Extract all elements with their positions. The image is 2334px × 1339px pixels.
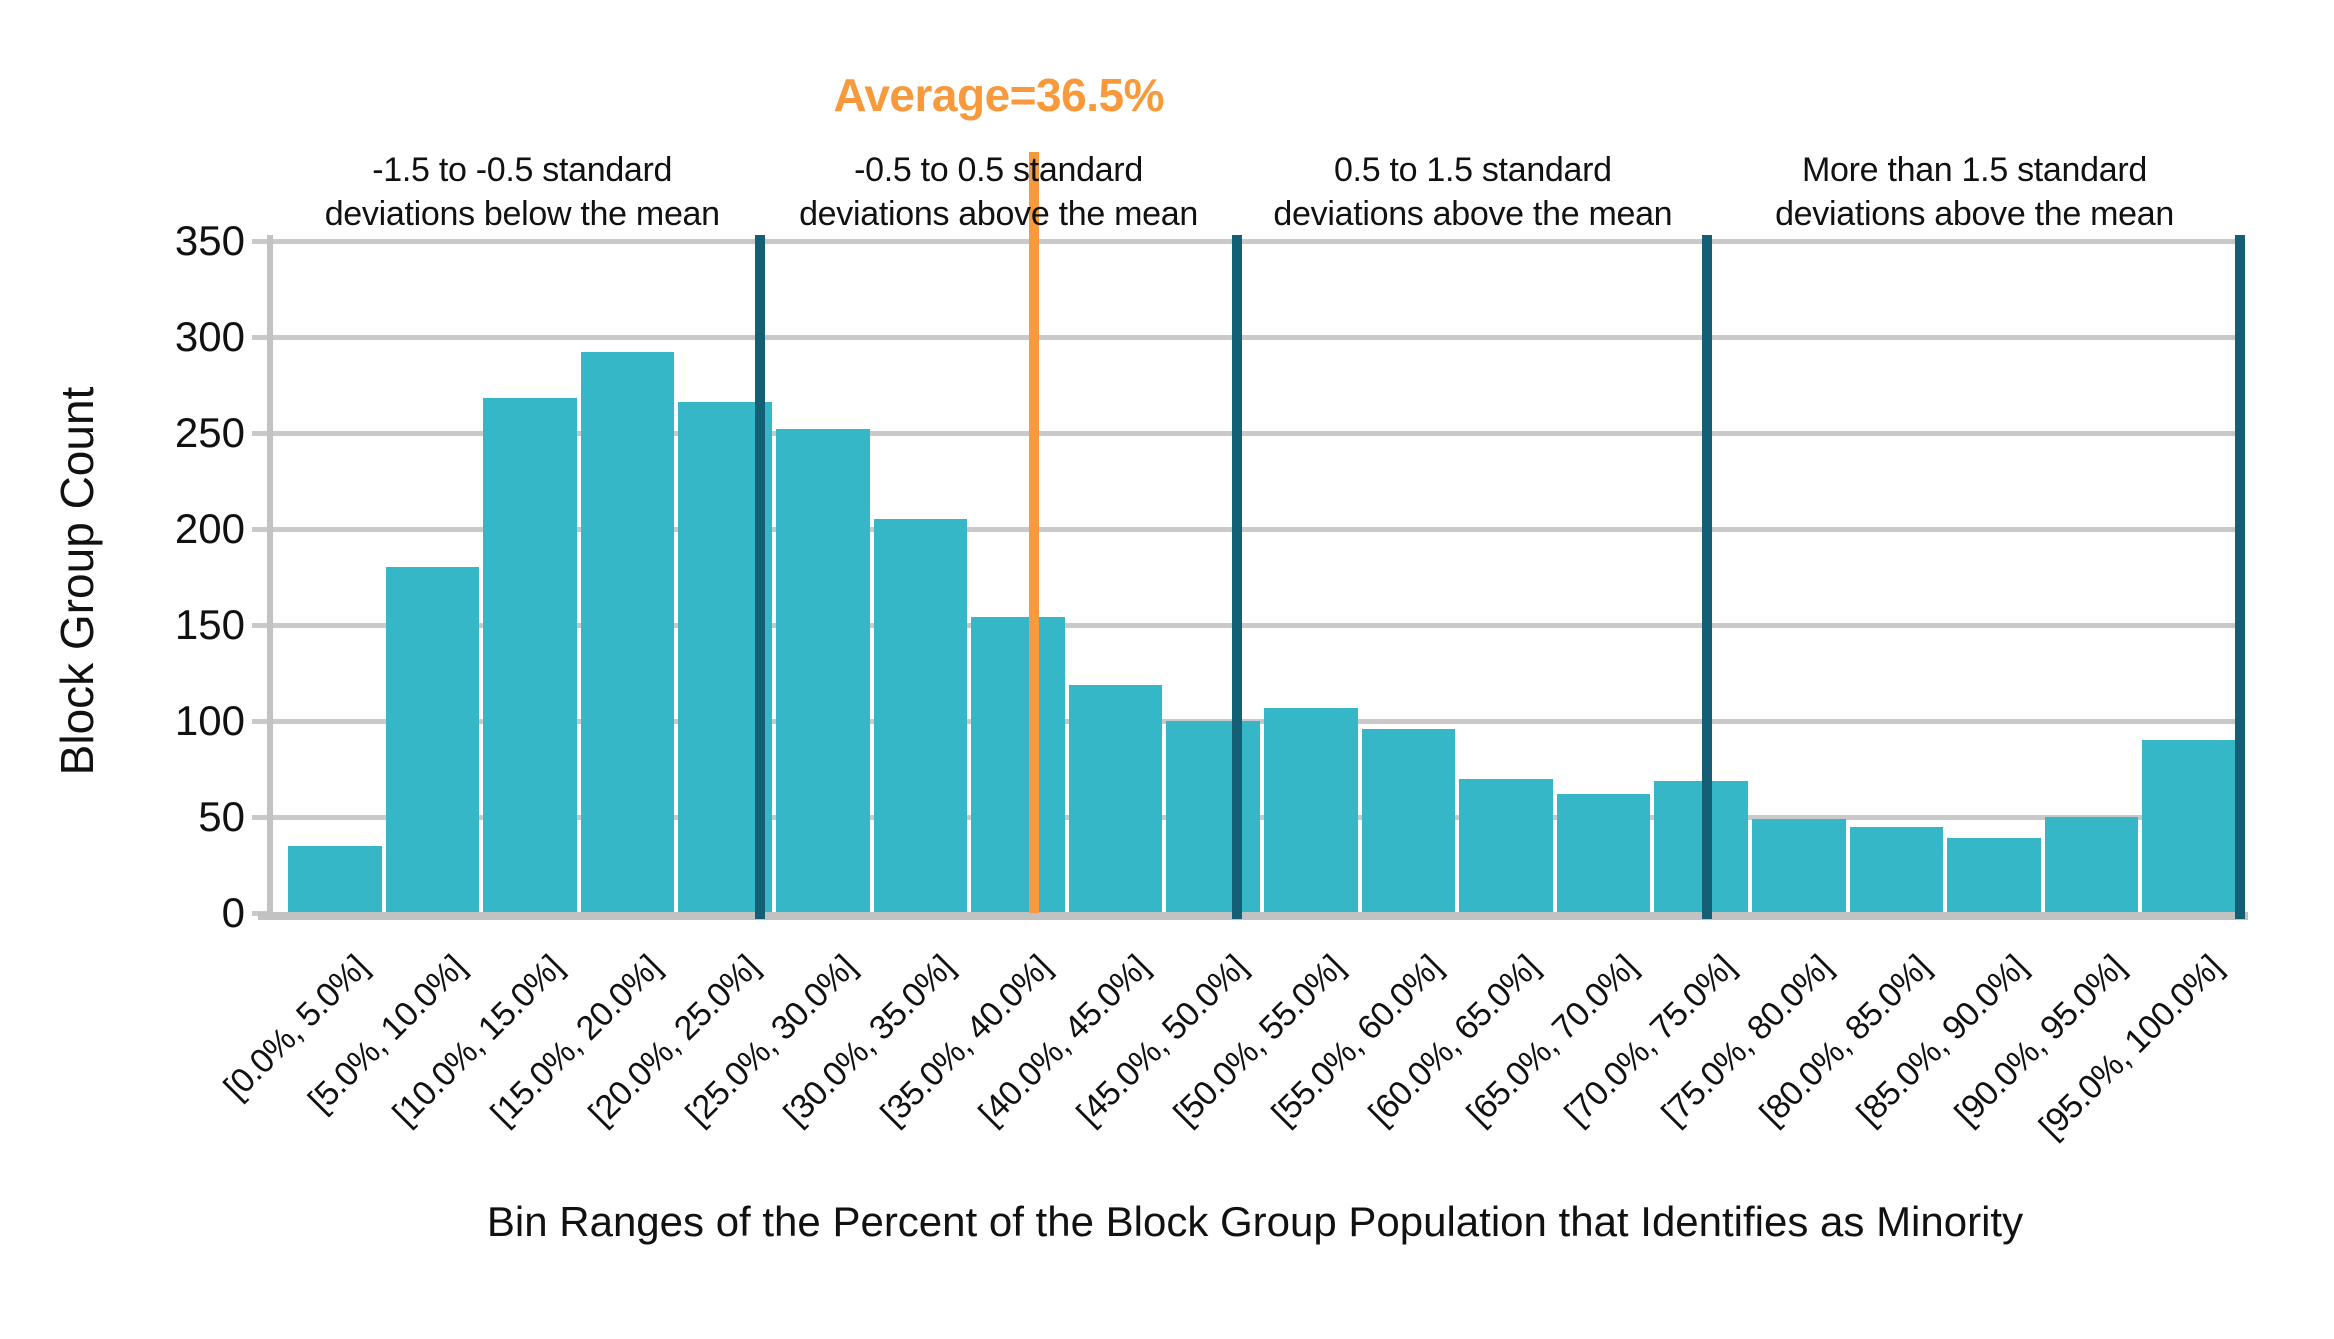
histogram-bar [971, 617, 1065, 913]
stddev-boundary-line [1231, 235, 1242, 919]
x-tick-label: [45.0%, 50.0%] [1069, 948, 1255, 1133]
histogram-bar [1556, 793, 1651, 913]
stddev-boundary-line [2235, 235, 2245, 919]
region-label-line2: deviations above the mean [1273, 195, 1673, 233]
y-tick [252, 623, 270, 628]
histogram-bar [1068, 684, 1163, 913]
region-label-line1: -0.5 to 0.5 standard [854, 151, 1143, 189]
histogram-bar [1947, 838, 2041, 913]
x-tick-label: [55.0%, 60.0%] [1264, 948, 1450, 1133]
histogram-bar [1654, 780, 1748, 913]
histogram-bar [776, 429, 870, 913]
y-tick-label: 350 [174, 217, 245, 264]
y-tick-label: 100 [174, 697, 245, 744]
region-label-line1: 0.5 to 1.5 standard [1333, 151, 1612, 189]
x-tick-label: [70.0%, 75.0%] [1557, 948, 1743, 1133]
histogram-bar [1752, 818, 1846, 913]
histogram-bar [1166, 721, 1260, 913]
region-label: -0.5 to 0.5 standard deviations above the… [659, 148, 1339, 236]
region-label-line2: deviations below the mean [324, 195, 720, 233]
y-axis-line [267, 235, 273, 920]
region-label: 0.5 to 1.5 standard deviations above the … [1133, 148, 1813, 236]
x-tick-label: [15.0%, 20.0%] [483, 948, 669, 1133]
x-axis-line [258, 912, 2248, 920]
y-tick [252, 431, 270, 436]
x-tick-label: [60.0%, 65.0%] [1361, 948, 1547, 1133]
histogram-bar [483, 398, 577, 913]
histogram-bar [288, 845, 382, 913]
histogram-bar [2142, 740, 2236, 913]
histogram-bar [1459, 778, 1553, 913]
y-axis-title: Block Group Count [51, 386, 103, 776]
y-gridline [270, 623, 2240, 628]
x-tick-label: [90.0%, 95.0%] [1947, 948, 2133, 1133]
stddev-boundary-line [755, 235, 766, 919]
stddev-boundary-line [1702, 235, 1713, 919]
y-tick-label: 200 [174, 505, 245, 552]
histogram-bar [580, 352, 675, 913]
x-tick-label: [50.0%, 55.0%] [1166, 948, 1352, 1133]
region-label: More than 1.5 standard deviations above t… [1635, 148, 2315, 236]
y-tick-label: 150 [174, 601, 245, 648]
region-label-line1: More than 1.5 standard [1802, 151, 2147, 189]
y-tick-label: 50 [198, 793, 245, 840]
x-tick-label: [85.0%, 90.0%] [1849, 948, 2035, 1133]
histogram-bar [873, 519, 968, 913]
region-label: -1.5 to -0.5 standard deviations below th… [182, 148, 862, 236]
region-label-line1: -1.5 to -0.5 standard [372, 151, 673, 189]
x-tick-label: [75.0%, 80.0%] [1654, 948, 1840, 1133]
y-tick-label: 250 [174, 409, 245, 456]
histogram-bar [1264, 707, 1358, 913]
y-tick-label: 300 [174, 313, 245, 360]
y-tick [252, 815, 270, 820]
y-gridline [270, 527, 2240, 532]
region-label-line2: deviations above the mean [1775, 195, 2174, 233]
histogram-bar [2044, 817, 2139, 913]
x-tick-label: [80.0%, 85.0%] [1752, 948, 1938, 1133]
histogram-bar [1849, 826, 1944, 913]
x-tick-label: [10.0%, 15.0%] [385, 948, 571, 1133]
histogram-bar [1361, 728, 1456, 913]
y-gridline [270, 431, 2240, 436]
region-label-line2: deviations above the mean [799, 195, 1198, 233]
y-gridline [270, 335, 2240, 340]
x-axis-title: Bin Ranges of the Percent of the Block G… [486, 1198, 2024, 1245]
y-tick [252, 527, 270, 532]
x-tick-label: [25.0%, 30.0%] [678, 948, 864, 1133]
average-annotation-label: Average=36.5% [833, 69, 1164, 121]
x-tick-label: [20.0%, 25.0%] [581, 948, 767, 1133]
y-gridline [270, 239, 2240, 244]
y-tick [252, 335, 270, 340]
x-tick-label: [65.0%, 70.0%] [1459, 948, 1645, 1133]
y-tick [252, 239, 270, 244]
average-line [1028, 152, 1039, 913]
y-tick [252, 719, 270, 724]
histogram-bar [385, 567, 480, 913]
x-tick-label: [30.0%, 35.0%] [776, 948, 962, 1133]
y-tick-label: 0 [221, 889, 245, 936]
x-tick-label: [95.0%, 100.0%] [2032, 948, 2231, 1147]
x-tick-label: [40.0%, 45.0%] [971, 948, 1157, 1133]
x-tick-label: [35.0%, 40.0%] [873, 948, 1059, 1133]
